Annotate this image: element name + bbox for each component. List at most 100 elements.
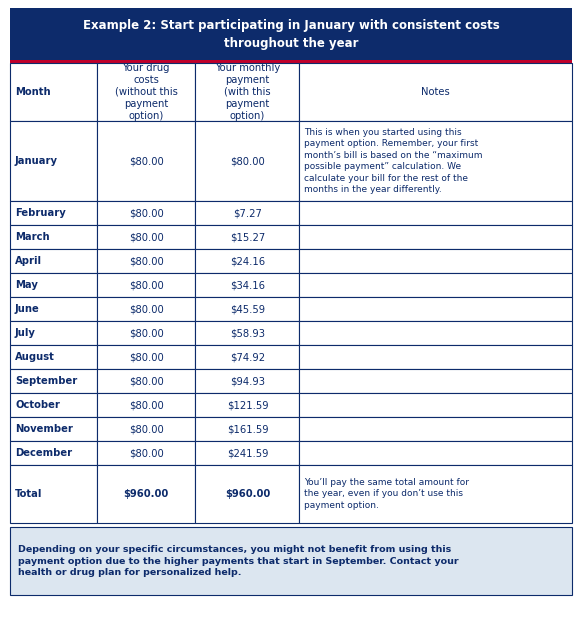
Bar (299, 225, 572, 249)
Bar (10, 441, 97, 465)
Bar (10, 321, 97, 345)
Text: Total: Total (15, 489, 42, 499)
Bar (10, 465, 97, 523)
Text: Depending on your specific circumstances, you might not benefit from using this
: Depending on your specific circumstances… (18, 545, 459, 577)
Bar (97, 249, 196, 273)
Text: $80.00: $80.00 (129, 280, 164, 290)
Bar (196, 345, 299, 369)
Bar (10, 249, 97, 273)
Bar (196, 297, 299, 321)
Text: $45.59: $45.59 (230, 304, 265, 314)
Text: Example 2: Start participating in January with consistent costs
throughout the y: Example 2: Start participating in Januar… (83, 19, 499, 50)
Text: $80.00: $80.00 (129, 400, 164, 410)
Bar (10, 369, 97, 393)
Bar (196, 321, 299, 345)
Text: June: June (15, 304, 40, 314)
Bar (97, 63, 196, 121)
Bar (97, 393, 196, 417)
Bar (10, 60, 572, 63)
Text: December: December (15, 448, 72, 458)
Text: $58.93: $58.93 (230, 328, 265, 338)
Bar (299, 63, 572, 121)
Bar (196, 225, 299, 249)
Bar (299, 249, 572, 273)
Bar (97, 369, 196, 393)
Bar (10, 273, 97, 297)
Bar (196, 417, 299, 441)
Bar (196, 63, 299, 121)
Bar (97, 225, 196, 249)
Bar (10, 527, 572, 595)
Bar (97, 297, 196, 321)
Bar (299, 465, 572, 523)
Text: $80.00: $80.00 (129, 328, 164, 338)
Bar (299, 417, 572, 441)
Text: Month: Month (15, 87, 51, 97)
Bar (299, 201, 572, 225)
Text: $15.27: $15.27 (230, 232, 265, 242)
Text: $74.92: $74.92 (230, 352, 265, 362)
Bar (97, 417, 196, 441)
Bar (299, 321, 572, 345)
Bar (10, 393, 97, 417)
Bar (299, 393, 572, 417)
Text: $80.00: $80.00 (129, 232, 164, 242)
Bar (299, 441, 572, 465)
Text: $161.59: $161.59 (226, 424, 268, 434)
Bar (196, 273, 299, 297)
Text: April: April (15, 256, 42, 266)
Text: You’ll pay the same total amount for
the year, even if you don’t use this
paymen: You’ll pay the same total amount for the… (304, 478, 470, 510)
Bar (10, 297, 97, 321)
Text: November: November (15, 424, 73, 434)
Bar (10, 417, 97, 441)
Bar (97, 121, 196, 201)
Text: August: August (15, 352, 55, 362)
Text: July: July (15, 328, 36, 338)
Bar (299, 369, 572, 393)
Text: $80.00: $80.00 (129, 304, 164, 314)
Text: $80.00: $80.00 (129, 448, 164, 458)
Bar (196, 465, 299, 523)
Bar (196, 441, 299, 465)
Bar (10, 225, 97, 249)
Bar (299, 121, 572, 201)
Text: Your monthly
payment
(with this
payment
option): Your monthly payment (with this payment … (215, 63, 280, 121)
Bar (97, 345, 196, 369)
Text: $80.00: $80.00 (129, 376, 164, 386)
Text: $94.93: $94.93 (230, 376, 265, 386)
Bar (10, 8, 572, 60)
Text: $80.00: $80.00 (230, 156, 265, 166)
Text: This is when you started using this
payment option. Remember, your first
month’s: This is when you started using this paym… (304, 128, 483, 194)
Text: $80.00: $80.00 (129, 352, 164, 362)
Text: $241.59: $241.59 (227, 448, 268, 458)
Bar (97, 441, 196, 465)
Text: February: February (15, 208, 66, 218)
Text: $960.00: $960.00 (225, 489, 270, 499)
Text: $960.00: $960.00 (123, 489, 169, 499)
Bar (196, 249, 299, 273)
Text: $24.16: $24.16 (230, 256, 265, 266)
Text: $121.59: $121.59 (226, 400, 268, 410)
Bar (196, 369, 299, 393)
Bar (97, 321, 196, 345)
Bar (196, 121, 299, 201)
Bar (97, 273, 196, 297)
Bar (97, 201, 196, 225)
Bar (10, 201, 97, 225)
Bar (10, 121, 97, 201)
Text: October: October (15, 400, 60, 410)
Text: $80.00: $80.00 (129, 256, 164, 266)
Text: $7.27: $7.27 (233, 208, 262, 218)
Text: May: May (15, 280, 38, 290)
Text: January: January (15, 156, 58, 166)
Text: $80.00: $80.00 (129, 208, 164, 218)
Text: $34.16: $34.16 (230, 280, 265, 290)
Bar (196, 201, 299, 225)
Text: Notes: Notes (421, 87, 450, 97)
Text: $80.00: $80.00 (129, 156, 164, 166)
Text: Your drug
costs
(without this
payment
option): Your drug costs (without this payment op… (115, 63, 178, 121)
Text: September: September (15, 376, 77, 386)
Text: $80.00: $80.00 (129, 424, 164, 434)
Bar (10, 63, 97, 121)
Bar (97, 465, 196, 523)
